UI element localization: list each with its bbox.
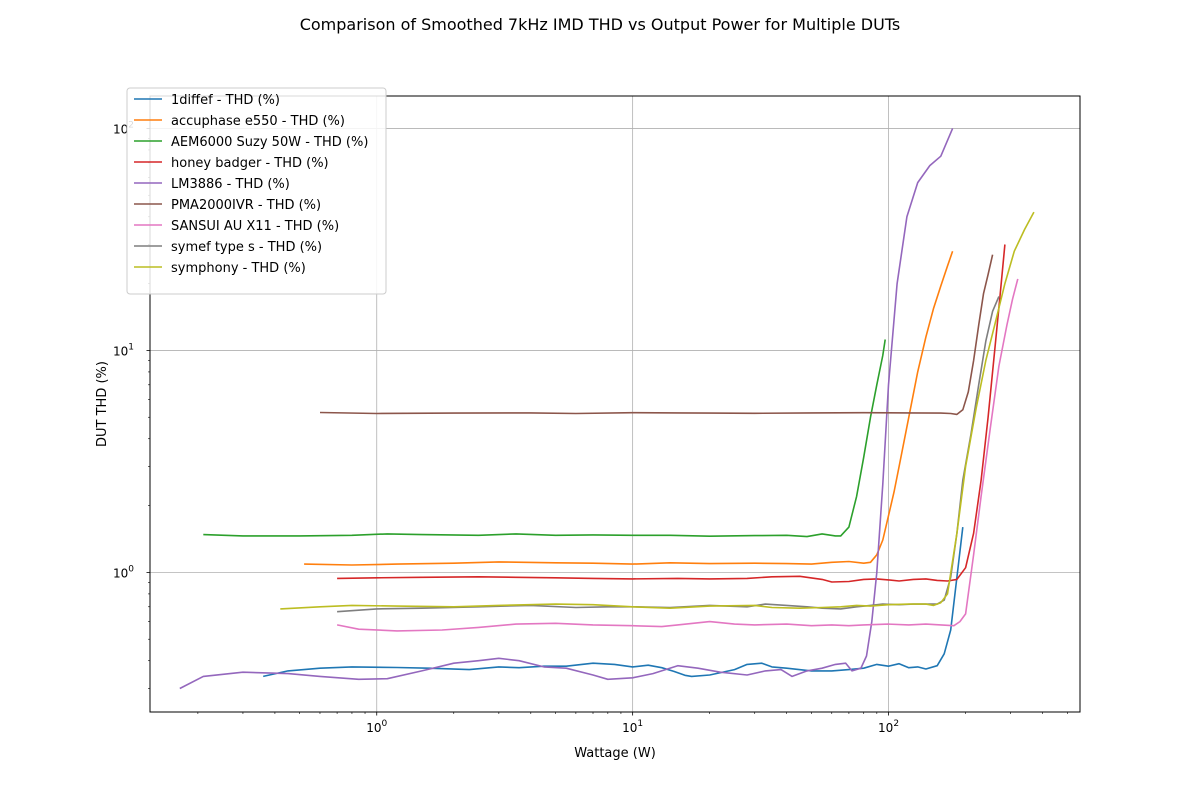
y-tick-exponent: 0 [128,564,134,574]
legend-label: PMA2000IVR - THD (%) [171,198,321,213]
series-line-lm3886-thd [179,128,954,690]
plot-frame [149,95,1081,713]
series-line-1diffef-thd [263,527,964,678]
x-tick-base: 10 [366,721,381,735]
series-line-symef-type-s-thd [337,296,1000,613]
legend-label: symef type s - THD (%) [171,240,322,255]
legend-box [126,87,387,295]
series-line-aem6000-suzy-50w-thd [203,339,886,538]
legend-label: symphony - THD (%) [171,261,306,276]
x-tick-label: 102 [878,719,899,735]
x-tick-label: 100 [366,719,387,735]
legend-label: AEM6000 Suzy 50W - THD (%) [171,135,368,150]
series-line-accuphase-e550-thd [304,250,954,566]
series-line-symphony-thd [280,211,1035,610]
legend-label: SANSUI AU X11 - THD (%) [171,219,339,234]
series-line-pma2000ivr-thd [319,254,994,416]
y-tick-label: 101 [113,342,134,358]
x-tick-exponent: 2 [893,719,899,729]
legend-label: 1diffef - THD (%) [171,93,280,108]
axis-ticks: 100101102100101102 [113,120,1068,735]
x-tick-exponent: 1 [637,719,643,729]
y-tick-label: 100 [113,564,134,580]
y-tick-base: 10 [113,566,128,580]
series-line-sansui-au-x11-thd [336,278,1019,632]
y-tick-exponent: 1 [128,342,134,352]
y-tick-base: 10 [113,122,128,136]
legend-label: honey badger - THD (%) [171,156,329,171]
series-lines [179,128,1035,690]
x-tick-exponent: 0 [382,719,388,729]
series-line-honey-badger-thd [337,244,1006,583]
x-tick-base: 10 [878,721,893,735]
x-tick-label: 101 [622,719,643,735]
y-tick-base: 10 [113,344,128,358]
y-axis-label: DUT THD (%) [95,361,110,447]
legend: 1diffef - THD (%) accuphase e550 - THD (%… [126,87,387,295]
x-tick-base: 10 [622,721,637,735]
legend-label: LM3886 - THD (%) [171,177,290,192]
x-axis-label: Wattage (W) [574,746,656,761]
chart-title: Comparison of Smoothed 7kHz IMD THD vs O… [300,15,901,34]
legend-label: accuphase e550 - THD (%) [171,114,345,129]
